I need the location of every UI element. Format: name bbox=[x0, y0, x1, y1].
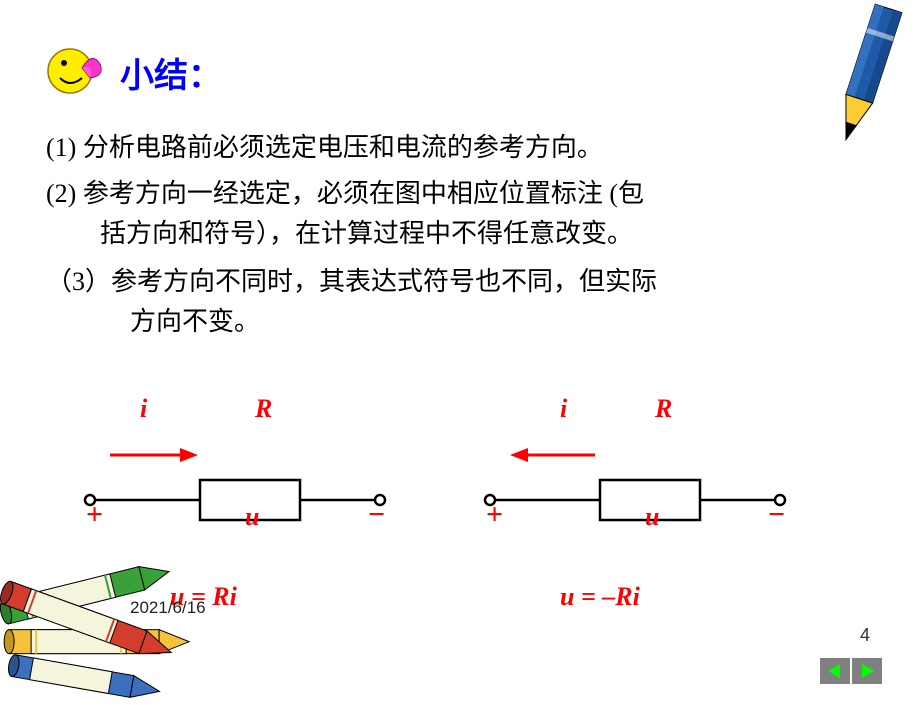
label-minus-right: − bbox=[768, 498, 785, 532]
paragraph-2-line2: 括方向和符号），在计算过程中不得任意改变。 bbox=[100, 214, 860, 254]
label-u-left: u bbox=[245, 502, 259, 532]
label-u-right: u bbox=[645, 502, 659, 532]
paragraph-1: (1) 分析电路前必须选定电压和电流的参考方向。 bbox=[46, 128, 846, 168]
label-i-right: i bbox=[560, 394, 567, 424]
paragraph-3-line2: 方向不变。 bbox=[130, 302, 870, 342]
label-R-left: R bbox=[255, 394, 272, 424]
label-R-right: R bbox=[655, 394, 672, 424]
label-i-left: i bbox=[140, 394, 147, 424]
paragraph-2-line1: (2) 参考方向一经选定，必须在图中相应位置标注 (包 bbox=[46, 174, 846, 214]
footer-date: 2021/6/16 bbox=[130, 598, 206, 618]
nav-next-button[interactable] bbox=[852, 658, 882, 684]
slide-root: 小结： (1) 分析电路前必须选定电压和电流的参考方向。 (2) 参考方向一经选… bbox=[0, 0, 920, 690]
paragraph-3-line1: （3）参考方向不同时，其表达式符号也不同，但实际 bbox=[46, 262, 846, 302]
nav-arrows bbox=[820, 658, 882, 684]
label-plus-right: + bbox=[486, 498, 503, 532]
smiley-bow-icon bbox=[40, 36, 110, 96]
section-title: 小结： bbox=[120, 48, 222, 97]
equation-right: u = –Ri bbox=[560, 582, 640, 612]
label-plus-left: + bbox=[86, 498, 103, 532]
triangle-left-icon bbox=[826, 662, 844, 680]
page-number: 4 bbox=[860, 625, 870, 646]
nav-prev-button[interactable] bbox=[820, 658, 850, 684]
label-minus-left: − bbox=[368, 498, 385, 532]
triangle-right-icon bbox=[858, 662, 876, 680]
